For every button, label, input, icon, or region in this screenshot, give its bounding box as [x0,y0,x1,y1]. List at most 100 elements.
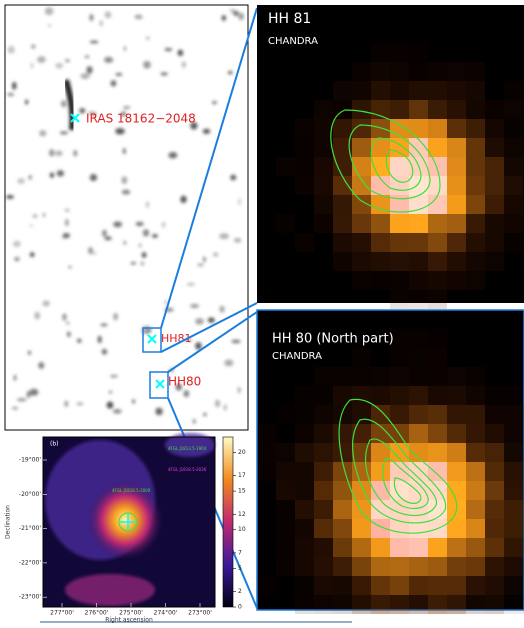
pixel [390,100,409,119]
pixel [504,424,523,443]
pixel [295,519,314,538]
pixel [504,214,523,233]
pixel [409,62,428,81]
pixel [409,290,428,309]
pixel [485,405,504,424]
y-tick-label: -21°00' [19,525,41,532]
pixel [333,538,352,557]
pixel [390,214,409,233]
pixel [314,367,333,386]
pixel [295,138,314,157]
pixel [504,519,523,538]
pixel [371,576,390,595]
blob [182,61,186,68]
pixel [428,176,447,195]
pixel [333,462,352,481]
blob [230,175,236,181]
pixel [447,443,466,462]
blob [68,266,71,268]
blob [50,172,54,178]
pixel [466,519,485,538]
pixel [276,405,295,424]
colorbar-tick-label: 2 [238,588,242,595]
colorbar-tick-label: 5 [238,565,242,572]
pixel [428,329,447,348]
pixel [504,176,523,195]
pixel [371,62,390,81]
pixel [352,557,371,576]
colorbar-tick-label: 10 [238,526,246,533]
blob [203,129,211,134]
blob [30,252,35,257]
pixel [390,557,409,576]
blob [67,331,71,337]
panel-title: HH 81 [268,11,311,27]
pixel [371,233,390,252]
pixel [257,424,276,443]
pixel [352,100,371,119]
pixel [352,481,371,500]
pixel [485,119,504,138]
pixel [257,462,276,481]
pixel [428,538,447,557]
pixel [314,119,333,138]
pixel [428,157,447,176]
pixel [409,595,428,614]
pixel [371,252,390,271]
blob [60,131,68,134]
pixel [390,538,409,557]
pixel [371,386,390,405]
blob [107,402,114,409]
pixel [409,348,428,367]
pixel [485,576,504,595]
pixel [314,576,333,595]
blob [184,390,190,397]
blob [100,20,103,26]
y-tick-label: -23°00' [19,594,41,601]
pixel [466,81,485,100]
blob [168,152,177,158]
pixel [390,386,409,405]
pixel [295,176,314,195]
colorbar-tick-label: 15 [238,488,246,495]
pixel [409,176,428,195]
pixel [447,81,466,100]
source-label: 4FGL J1813.5-1904 [168,446,207,451]
blob [113,409,122,413]
pixel [352,595,371,614]
blob [142,252,147,258]
pixel [352,176,371,195]
blob [34,312,40,320]
pixel [314,595,333,614]
blob [73,150,77,156]
pixel [485,443,504,462]
pixel [466,500,485,519]
pixel [466,557,485,576]
pixel [428,443,447,462]
pixel [276,214,295,233]
blob [190,304,199,308]
pixel [485,100,504,119]
blob [104,237,111,241]
blob [238,387,241,393]
pixel [314,538,333,557]
blob [123,241,126,244]
colorbar-tick-label: 12 [238,511,246,518]
label-iras: IRAS 18162−2048 [86,112,196,126]
pixel [314,500,333,519]
pixel [485,138,504,157]
blob [38,362,44,369]
blob [45,7,54,15]
pixel [276,519,295,538]
blob [193,419,196,424]
pixel [352,519,371,538]
blob [203,413,206,416]
pixel [295,157,314,176]
pixel [485,500,504,519]
x-tick-label: 277°00' [50,610,74,617]
pixel [485,252,504,271]
pixel [295,462,314,481]
x-tick-label: 276°00' [85,610,109,617]
pixel [466,424,485,443]
source-label: 4FGL J1818.5-2036 [168,467,207,472]
